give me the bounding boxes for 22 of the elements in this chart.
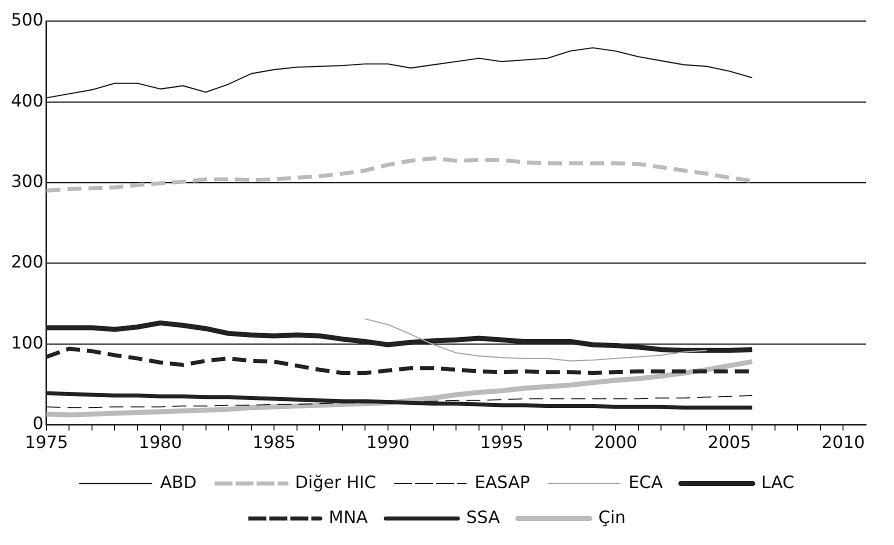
legend-label: MNA [328, 508, 368, 528]
x-tick-label: 2010 [822, 433, 865, 454]
x-tick-label: 1975 [24, 433, 68, 454]
legend-label: ABD [160, 472, 197, 493]
legend-label: LAC [761, 472, 794, 493]
x-tick-label: 1980 [138, 433, 182, 454]
x-tick-label: 2000 [594, 433, 638, 454]
y-tick-label: 100 [10, 333, 44, 354]
legend-label: Diğer HIC [295, 472, 376, 493]
x-tick-label: 1995 [480, 433, 524, 454]
y-tick-label: 200 [10, 252, 44, 273]
legend-label: Çin [598, 508, 626, 528]
x-tick-label: 1985 [252, 433, 296, 454]
y-tick-label: 400 [10, 91, 44, 112]
x-tick-label: 2005 [708, 433, 752, 454]
y-tick-label: 300 [10, 172, 44, 192]
legend-label: ECA [628, 472, 664, 493]
legend-label: SSA [466, 508, 500, 528]
y-tick-label: 0 [32, 414, 44, 434]
legend-label: EASAP [474, 472, 530, 493]
y-tick-label: 500 [10, 10, 44, 31]
x-tick-label: 1990 [366, 433, 410, 454]
